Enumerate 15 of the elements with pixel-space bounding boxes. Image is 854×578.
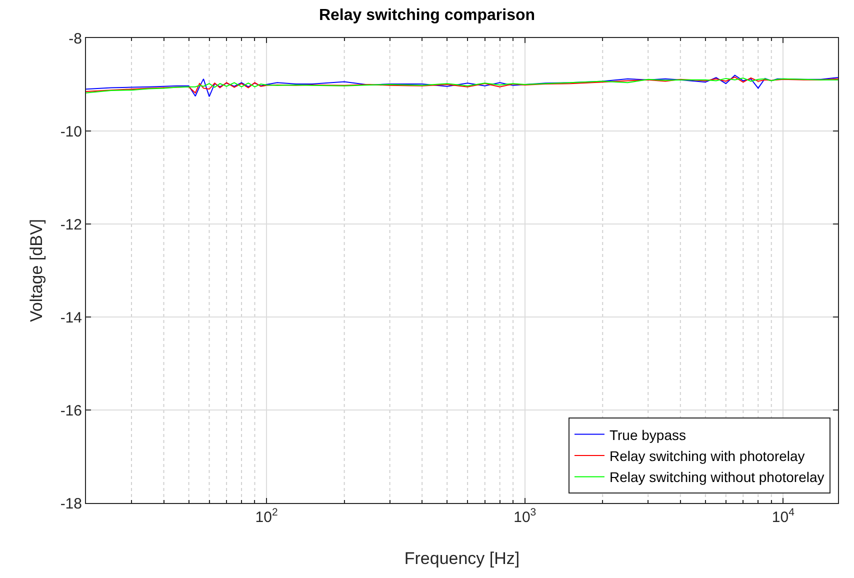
y-tick-label: -18 [60,495,82,512]
y-axis-title: Voltage [dBV] [27,218,46,322]
chart-title: Relay switching comparison [318,6,536,24]
y-tick-label: -14 [60,309,82,326]
legend-label: Relay switching with photorelay [609,448,805,464]
legend-label: Relay switching without photorelay [609,469,824,486]
legend-label: True bypass [609,426,686,443]
y-tick-label: -12 [60,216,82,234]
y-tick-label: -16 [60,402,82,420]
x-tick-label: 10$^{4}$ [772,506,795,526]
y-tick-label: -10 [60,123,82,140]
x-tick-label: 10$^{2}$ [255,506,278,526]
y-tick-label: -8 [68,30,82,48]
x-tick-label: 10$^{3}$ [514,506,536,526]
x-axis-title: Frequency [Hz] [404,549,520,568]
